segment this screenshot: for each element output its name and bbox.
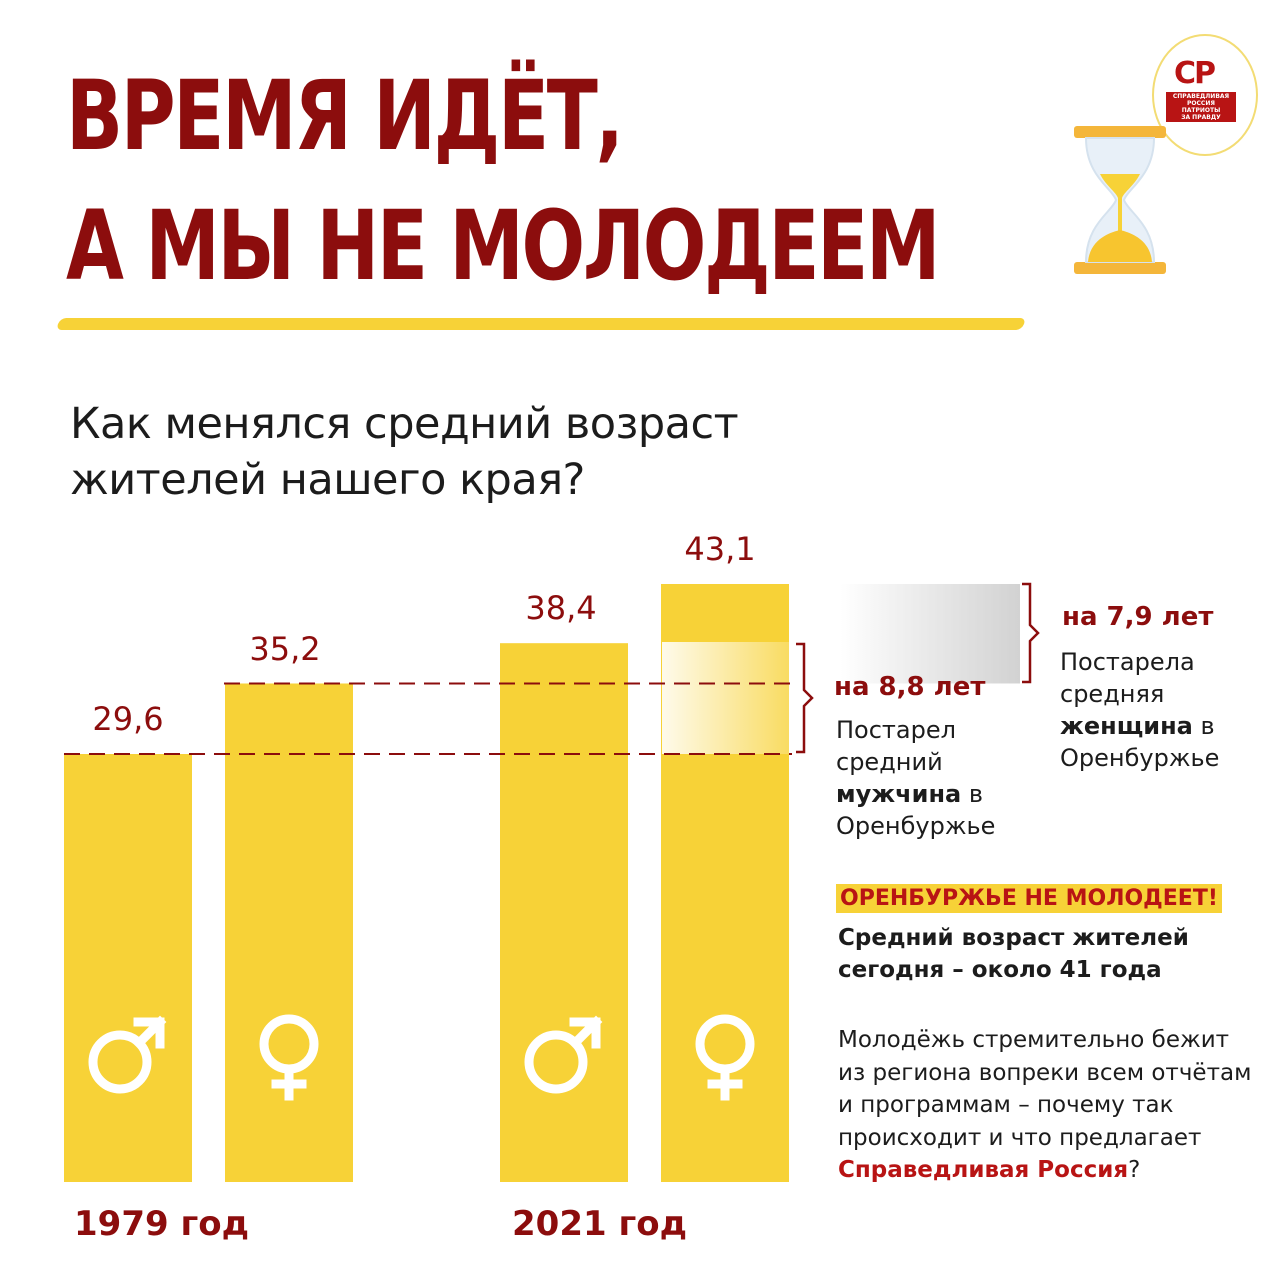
bar-value-label: 29,6: [92, 700, 164, 738]
highlight-badge: ОРЕНБУРЖЬЕ НЕ МОЛОДЕЕТ!: [836, 884, 1222, 913]
chart-question: Как менялся средний возраст жителей наше…: [70, 399, 739, 505]
paragraph-end: ?: [1128, 1157, 1141, 1183]
paragraph-body: Молодёжь стремительно бежит из региона в…: [838, 1027, 1252, 1151]
male-diff-label: на 8,8 лет: [834, 672, 986, 702]
party-logo: СР СПРАВЕДЛИВАЯ РОССИЯ ПАТРИОТЫ ЗА ПРАВД…: [1152, 34, 1258, 156]
year-label-2021: 2021 год: [512, 1204, 688, 1244]
title-line-2: А МЫ НЕ МОЛОДЕЕМ: [66, 190, 941, 302]
female-desc-text: Постарела средняя: [1060, 648, 1195, 708]
male-diff-bracket: [796, 642, 814, 754]
logo-abbr: СР: [1174, 56, 1216, 91]
logo-line-3: ПАТРИОТЫ: [1181, 107, 1221, 114]
female-symbol-icon: [695, 1014, 755, 1101]
party-name-link: Справедливая Россия: [838, 1157, 1129, 1183]
female-description: Постарела средняя женщина в Оренбуржье: [1060, 646, 1250, 774]
bar-value-label: 43,1: [684, 530, 756, 568]
male-desc-text: Постарел средний: [836, 716, 956, 776]
bar-male-1979: [64, 754, 192, 1182]
female-diff-label: на 7,9 лет: [1062, 602, 1214, 632]
bar-male-2021: [500, 643, 628, 1182]
year-label-1979: 1979 год: [74, 1204, 250, 1244]
logo-line-4: ЗА ПРАВДУ: [1181, 114, 1221, 121]
logo-line-2: РОССИЯ: [1187, 100, 1215, 107]
title-line-1: ВРЕМЯ ИДЁТ,: [66, 60, 624, 172]
female-growth-overlay: [840, 584, 1020, 684]
bar-value-label: 35,2: [249, 630, 321, 668]
female-symbol-icon: [259, 1014, 319, 1101]
summary-text: Средний возраст жителей сегодня – около …: [838, 925, 1189, 983]
female-desc-end: в Оренбуржье: [1060, 712, 1220, 772]
bar-female-1979: [225, 683, 353, 1182]
male-symbol-icon: [88, 1015, 167, 1094]
female-desc-bold: женщина: [1060, 712, 1193, 740]
logo-line-1: СПРАВЕДЛИВАЯ: [1172, 93, 1230, 100]
male-desc-end: в Оренбуржье: [836, 780, 996, 840]
female-diff-bracket: [1022, 582, 1040, 684]
male-description: Постарел средний мужчина в Оренбуржье: [836, 714, 1026, 842]
male-symbol-icon: [524, 1015, 603, 1094]
male-growth-overlay: [662, 642, 792, 754]
hourglass-icon: [1074, 126, 1166, 274]
logo-text: СПРАВЕДЛИВАЯ РОССИЯ ПАТРИОТЫ ЗА ПРАВДУ: [1166, 92, 1236, 122]
male-desc-bold: мужчина: [836, 780, 962, 808]
paragraph-text: Молодёжь стремительно бежит из региона в…: [838, 1024, 1258, 1187]
bar-value-label: 38,4: [525, 589, 597, 627]
